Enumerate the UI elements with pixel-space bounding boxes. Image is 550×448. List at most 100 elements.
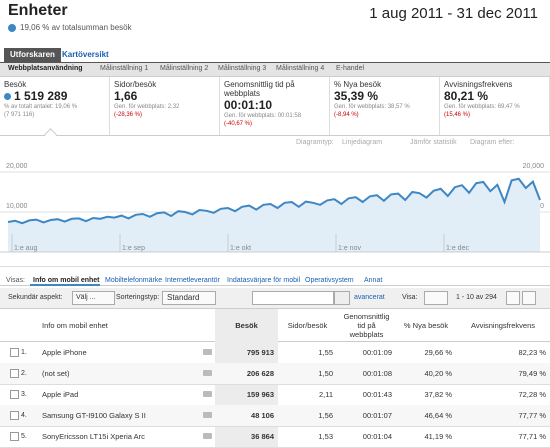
column-header[interactable]: Genomsnittlig tid på webbplats — [343, 311, 390, 339]
row-value: 36 864 — [251, 432, 274, 441]
y-tick-label: 20,000 — [6, 163, 28, 170]
select[interactable]: Välj ... — [72, 291, 115, 305]
views-label: Visas: — [6, 277, 25, 284]
subtab[interactable]: Målinställning 1 — [100, 65, 149, 72]
row-checkbox[interactable] — [10, 432, 19, 441]
metric-value: 00:01:10 — [224, 98, 273, 112]
chart-toolbar-item[interactable]: Jämför statistik — [410, 139, 457, 146]
chart-toolbar-item[interactable]: Linjediagram — [342, 139, 383, 146]
row-value: 29,66 % — [424, 348, 452, 357]
device-name[interactable]: (not set) — [42, 369, 70, 378]
row-icon[interactable] — [203, 349, 212, 355]
row-value: 41,19 % — [424, 432, 452, 441]
row-number: 4. — [21, 412, 27, 419]
row-number: 1. — [21, 349, 27, 356]
row-value: 40,20 % — [424, 369, 452, 378]
date-range[interactable]: 1 aug 2011 - 31 dec 2011 — [369, 5, 538, 22]
control-label: Visa: — [402, 294, 418, 301]
metric-delta: (-28,36 %) — [114, 112, 143, 118]
view-link[interactable]: Indatasvärjare för mobil — [227, 277, 301, 284]
chart-toolbar-item: Diagramtyp: — [296, 139, 334, 146]
chart-toolbar-item[interactable]: Diagram efter: — [470, 139, 515, 146]
row-value: 00:01:43 — [362, 390, 392, 399]
column-header[interactable]: Sidor/besök — [287, 320, 328, 330]
row-value: 72,28 % — [518, 390, 546, 399]
row-checkbox[interactable] — [10, 390, 19, 399]
metric-label: Sidor/besök — [114, 80, 157, 89]
row-value: 48 106 — [251, 411, 274, 420]
metric-card[interactable]: Genomsnittlig tid på webbplats 00:01:10 Ge… — [220, 77, 330, 135]
pager: 1 - 10 av 294 — [456, 294, 497, 301]
row-value: 795 913 — [246, 348, 274, 357]
row-number: 3. — [21, 391, 27, 398]
x-tick-label: 1:e nov — [338, 245, 361, 252]
column-header[interactable]: Info om mobil enhet — [42, 320, 108, 330]
view-link[interactable]: Annat — [364, 277, 383, 284]
x-tick-label: 1:e aug — [14, 245, 37, 252]
column-header[interactable]: Avvisningsfrekvens — [470, 320, 536, 330]
table-row — [0, 363, 550, 385]
row-value: 1,53 — [318, 432, 333, 441]
metric-card[interactable]: Besök 1 519 289% av totalt antalet: 19,06… — [0, 77, 110, 135]
metric-card[interactable]: % Nya besök 35,39 % Gen. för webbplats: 38… — [330, 77, 440, 135]
x-tick-label: 1:e sep — [122, 245, 145, 252]
subtab[interactable]: E-handel — [336, 65, 365, 72]
device-name[interactable]: Apple iPad — [42, 390, 79, 399]
metric-label: Besök — [4, 80, 27, 89]
metric-card[interactable]: Sidor/besök 1,66 Gen. för webbplats: 2,32 (… — [110, 77, 220, 135]
select[interactable]: Standard — [162, 291, 216, 305]
metric-delta: (-8,94 %) — [334, 112, 359, 118]
metric-value: 80,21 % — [444, 89, 489, 103]
device-name[interactable]: Samsung GT-I9100 Galaxy S II — [42, 411, 146, 420]
metric-delta: (-40,67 %) — [224, 121, 253, 127]
view-link[interactable]: Operativsystem — [305, 277, 354, 284]
row-value: 37,82 % — [424, 390, 452, 399]
row-value: 77,71 % — [518, 432, 546, 441]
pager-prev[interactable] — [506, 291, 520, 305]
metric-card[interactable]: Avvisningsfrekvens 80,21 % Gen. för webbpl… — [440, 77, 550, 135]
view-select[interactable] — [424, 291, 448, 305]
row-icon[interactable] — [203, 391, 212, 397]
row-value: 82,23 % — [518, 348, 546, 357]
row-checkbox[interactable] — [10, 411, 19, 420]
row-value: 00:01:07 — [362, 411, 392, 420]
tab[interactable]: Utforskaren — [4, 48, 61, 62]
subtab[interactable]: Målinställning 4 — [276, 65, 325, 72]
x-tick-label: 1:e dec — [446, 245, 469, 252]
row-icon[interactable] — [203, 433, 212, 439]
advanced-link[interactable]: avancerat — [354, 294, 385, 301]
pager-next[interactable] — [522, 291, 536, 305]
views-bar — [0, 266, 550, 286]
row-icon[interactable] — [203, 370, 212, 376]
tab[interactable]: Kartöversikt — [62, 50, 109, 59]
row-checkbox[interactable] — [10, 369, 19, 378]
view-link[interactable]: Internetleverantör — [165, 277, 220, 284]
device-name[interactable]: Apple iPhone — [42, 348, 87, 357]
row-value: 159 963 — [246, 390, 274, 399]
row-icon[interactable] — [203, 412, 212, 418]
line — [7, 177, 541, 225]
row-checkbox[interactable] — [10, 348, 19, 357]
search-box[interactable] — [252, 291, 334, 305]
search-button[interactable] — [334, 291, 350, 305]
page-title: Enheter — [8, 2, 68, 19]
view-link[interactable]: Info om mobil enhet — [33, 277, 100, 284]
subtab[interactable]: Målinställning 3 — [218, 65, 267, 72]
subtab[interactable]: Webbplatsanvändning — [8, 65, 83, 72]
subtab[interactable]: Målinställning 2 — [160, 65, 209, 72]
row-value: 00:01:08 — [362, 369, 392, 378]
column-header[interactable]: % Nya besök — [403, 320, 449, 330]
row-value: 1,50 — [318, 369, 333, 378]
area — [8, 178, 540, 252]
metric-value: 1 519 289 — [14, 89, 68, 103]
subtitle: 19,06 % av totalsumman besök — [20, 23, 132, 32]
metric-label: % Nya besök — [334, 80, 382, 89]
row-value: 00:01:04 — [362, 432, 392, 441]
tab-bar — [0, 62, 550, 63]
control-label: Sorteringstyp: — [116, 294, 160, 301]
device-name[interactable]: SonyEricsson LT15i Xperia Arc — [42, 432, 145, 441]
view-link[interactable]: Mobiltelefonmärke — [105, 277, 163, 284]
metric-note: Gen. för webbplats: 69,47 % — [444, 104, 520, 110]
column-header[interactable]: Besök — [235, 320, 258, 330]
metric-value: 35,39 % — [334, 89, 379, 103]
